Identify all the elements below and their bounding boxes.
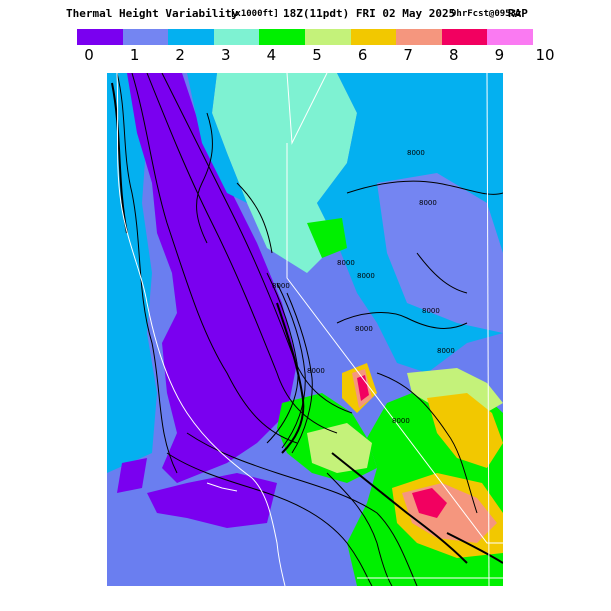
scale-swatch-2 xyxy=(168,29,214,45)
scale-label-5: 5 xyxy=(312,46,322,64)
scale-swatch-9 xyxy=(487,29,533,45)
contour-label: 8000 xyxy=(307,367,325,375)
scale-label-9: 9 xyxy=(494,46,505,64)
scale-swatch-7 xyxy=(396,29,442,45)
state-borders xyxy=(286,73,503,586)
valid-time: 18Z(11pdt) FRI 02 May 2025 xyxy=(283,7,456,20)
scale-swatch-8 xyxy=(441,29,488,45)
contour-label: 8000 xyxy=(419,199,437,207)
contour-label: 8000 xyxy=(357,272,375,280)
region-red-south xyxy=(412,488,447,518)
thermal-height-map: 8000 8000 8000 8000 8000 8000 8000 8000 … xyxy=(107,73,503,586)
scale-swatch-1 xyxy=(122,29,169,45)
scale-swatch-6 xyxy=(350,29,397,45)
scale-label-2: 2 xyxy=(175,46,185,64)
region-yellow-east xyxy=(427,393,503,468)
title-bar: Thermal Height Variability [x1000ft] 18Z… xyxy=(0,0,611,24)
color-scale-bar xyxy=(77,29,533,45)
scale-label-1: 1 xyxy=(129,46,140,64)
scale-label-0: 0 xyxy=(84,46,94,64)
scale-swatch-0 xyxy=(77,29,123,45)
contour-label: 8000 xyxy=(392,417,410,425)
scale-label-8: 8 xyxy=(449,46,459,64)
contour-label: 8000 xyxy=(272,282,290,290)
scale-label-4: 4 xyxy=(266,46,277,64)
scale-label-7: 7 xyxy=(403,46,413,64)
map-title: Thermal Height Variability xyxy=(66,7,239,20)
coastline xyxy=(116,73,286,586)
scale-swatch-3 xyxy=(213,29,260,45)
contour-label-group: 8000 8000 8000 8000 8000 8000 8000 8000 … xyxy=(272,149,455,425)
contour-lines xyxy=(116,73,503,586)
contour-label: 8000 xyxy=(437,347,455,355)
map-units: [x1000ft] xyxy=(230,9,279,19)
region-low-east xyxy=(377,173,503,333)
contour-label: 8000 xyxy=(355,325,373,333)
contour-label: 8000 xyxy=(422,307,440,315)
region-mid-low-north xyxy=(187,73,247,203)
region-green-north xyxy=(307,218,347,258)
region-red-center xyxy=(357,375,369,401)
region-very-low-southwest xyxy=(147,473,277,528)
contour-label: 8000 xyxy=(337,259,355,267)
map-canvas: 8000 8000 8000 8000 8000 8000 8000 8000 … xyxy=(107,73,503,586)
scale-label-3: 3 xyxy=(221,46,231,64)
region-light-green xyxy=(307,423,372,473)
scale-swatch-4 xyxy=(259,29,305,45)
region-very-low-small xyxy=(117,458,147,493)
forecast-hour: 9hrFcst@0953z xyxy=(451,9,522,19)
scale-label-6: 6 xyxy=(357,46,368,64)
color-scale-labels: 0 1 2 3 4 5 6 7 8 9 10 xyxy=(77,46,554,66)
model-name: RAP xyxy=(508,7,528,20)
scale-label-10: 10 xyxy=(535,46,555,64)
contour-lines-thick xyxy=(111,82,503,564)
scale-swatch-5 xyxy=(304,29,351,45)
contour-label: 8000 xyxy=(407,149,425,157)
